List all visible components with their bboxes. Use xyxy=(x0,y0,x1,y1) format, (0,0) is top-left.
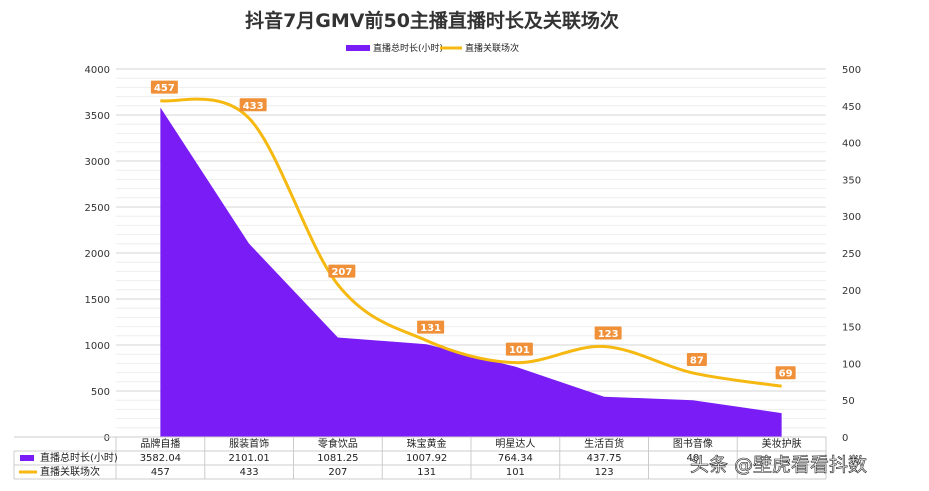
x-category-label: 零食饮品 xyxy=(318,437,358,450)
data-label: 457 xyxy=(154,83,175,94)
data-label-bg xyxy=(775,366,796,380)
y-left-tick-label: 3000 xyxy=(85,157,110,168)
y-right-tick-label: 250 xyxy=(842,249,861,260)
y-left-tick-label: 1000 xyxy=(85,341,110,352)
x-category-label: 图书音像 xyxy=(673,437,713,450)
legend: 直播总时长(小时) 直播关联场次 xyxy=(346,42,519,54)
data-label-bg xyxy=(686,352,707,366)
x-category-label: 明星达人 xyxy=(495,438,535,450)
x-category-label: 生活百货 xyxy=(584,437,624,450)
y-left-tick-label: 2000 xyxy=(85,249,110,260)
data-label-bg xyxy=(239,98,267,112)
y-right-tick-label: 350 xyxy=(842,175,861,186)
data-label-bg xyxy=(505,342,533,356)
table-cell: 1081.25 xyxy=(317,453,358,464)
table-cell: 437.75 xyxy=(587,453,622,464)
y-left-tick-label: 0 xyxy=(104,433,110,444)
table-cell: 433 xyxy=(240,467,259,478)
table-cell: 40 xyxy=(687,453,700,464)
y-right-tick-label: 100 xyxy=(842,359,861,370)
y-left-tick-label: 1500 xyxy=(85,295,110,306)
table-cell: 1007.92 xyxy=(406,453,447,464)
data-labels: 457 433 207 131 101 123 87 69 xyxy=(150,80,796,380)
data-label: 101 xyxy=(509,345,530,356)
table-cell: 123 xyxy=(595,467,614,478)
data-label: 207 xyxy=(331,267,352,278)
chart-title: 抖音7月GMV前50主播直播时长及关联场次 xyxy=(245,9,619,32)
y-left-tick-label: 500 xyxy=(91,387,110,398)
y-left-tick-label: 4000 xyxy=(85,65,110,76)
y-right-tick-label: 0 xyxy=(842,433,848,444)
series-area-duration xyxy=(160,107,782,437)
table-cell: 131 xyxy=(417,467,436,478)
x-category-label: 珠宝黄金 xyxy=(407,437,447,450)
table-row-label: 直播总时长(小时) xyxy=(40,451,118,464)
data-label: 87 xyxy=(690,355,704,366)
data-label: 69 xyxy=(779,369,793,380)
y-right-tick-label: 500 xyxy=(842,65,861,76)
data-label-bg xyxy=(594,326,622,340)
y-right-tick-label: 150 xyxy=(842,323,861,334)
table-cell: 101 xyxy=(506,467,525,478)
table-cell: 764.34 xyxy=(498,453,533,464)
watermark: 头条 @壁虎看看抖数 xyxy=(690,454,868,477)
y-right-tick-label: 300 xyxy=(842,212,861,223)
y-left-tick-label: 2500 xyxy=(85,203,110,214)
x-category-label: 服装首饰 xyxy=(229,437,269,450)
table-cell: 207 xyxy=(328,467,347,478)
legend-swatch-area xyxy=(346,45,370,51)
legend-label-line: 直播关联场次 xyxy=(465,42,519,54)
legend-label-area: 直播总时长(小时) xyxy=(373,42,443,54)
data-label: 433 xyxy=(243,101,264,112)
table-row-label: 直播关联场次 xyxy=(40,465,100,478)
data-label-bg xyxy=(328,264,356,278)
y-left-tick-label: 3500 xyxy=(85,111,110,122)
table-swatch-area xyxy=(20,455,34,461)
y-axis-right: 0 50 100 150 200 250 300 350 400 450 500 xyxy=(842,65,861,444)
x-category-label: 品牌自播 xyxy=(140,437,180,450)
y-right-tick-label: 200 xyxy=(842,286,861,297)
data-label: 131 xyxy=(420,323,441,334)
table-cell: 3582.04 xyxy=(140,453,181,464)
table-cell: 457 xyxy=(151,467,170,478)
data-table: 品牌自播 服装首饰 零食饮品 珠宝黄金 明星达人 生活百货 图书音像 美妆护肤直播总时长(小时… xyxy=(13,436,827,480)
table-cell: 2101.01 xyxy=(228,453,269,464)
y-axis-left: 0 500 1000 1500 2000 2500 3000 3500 4000 xyxy=(85,65,110,444)
y-right-tick-label: 450 xyxy=(842,102,861,113)
data-label-bg xyxy=(417,320,445,334)
data-label: 123 xyxy=(598,329,619,340)
y-right-tick-label: 50 xyxy=(842,396,855,407)
watermark-text: 头条 @壁虎看看抖数 xyxy=(690,454,867,476)
series-line-sessions xyxy=(160,97,782,388)
x-category-label: 美妆护肤 xyxy=(762,437,802,450)
y-right-tick-label: 400 xyxy=(842,139,861,150)
data-label-bg xyxy=(150,80,178,94)
